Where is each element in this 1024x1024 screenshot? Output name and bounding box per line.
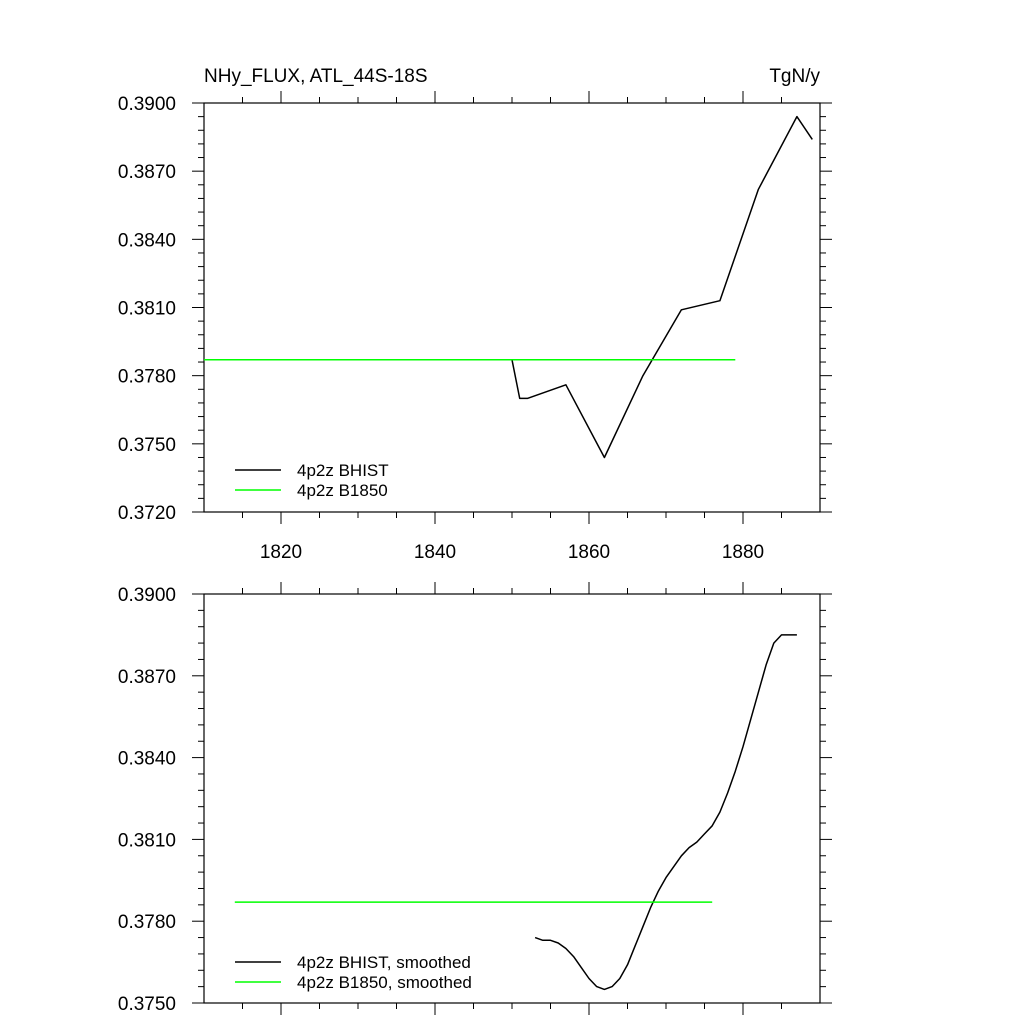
units-label: TgN/y [769,66,820,87]
x-tick-label: 1820 [260,542,302,563]
plot-frame [203,593,821,1004]
legend-label: 4p2z B1850, smoothed [297,973,472,992]
y-tick-label: 0.3750 [118,994,176,1015]
x-tick-label: 1880 [722,542,764,563]
y-tick-label: 0.3840 [118,749,176,770]
y-tick-label: 0.3900 [118,585,176,606]
x-tick-label: 1860 [568,542,610,563]
y-tick-label: 0.3810 [118,830,176,851]
top-panel: 1820 1840 1860 1880 0.3720 0.3750 0.3780 0.3810… [118,91,832,563]
legend-label: 4p2z BHIST [297,461,389,480]
y-tick-label: 0.3870 [118,162,176,183]
y-tick-label: 0.3840 [118,230,176,251]
y-tick-label: 0.3720 [118,503,176,524]
y-tick-label: 0.3750 [118,435,176,456]
y-tick-label: 0.3780 [118,912,176,933]
bottom-panel: 0.3750 0.3780 0.3810 0.3840 0.3870 0.3900 4p2z… [118,582,832,1015]
plot-frame [203,102,821,513]
series-line-0 [534,634,797,991]
legend-label: 4p2z B1850 [297,481,388,500]
y-tick-label: 0.3810 [118,299,176,320]
x-tick-label: 1840 [414,542,456,563]
y-tick-label: 0.3900 [118,94,176,115]
chart-title: NHy_FLUX, ATL_44S-18S [204,66,428,87]
y-tick-label: 0.3870 [118,667,176,688]
y-tick-label: 0.3780 [118,367,176,388]
series-line-0 [511,115,813,459]
legend-label: 4p2z BHIST, smoothed [297,953,471,972]
